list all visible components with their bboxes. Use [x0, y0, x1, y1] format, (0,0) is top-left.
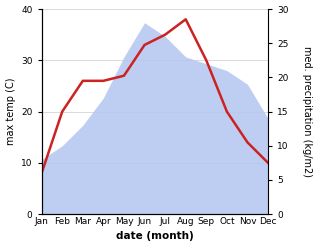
- Y-axis label: max temp (C): max temp (C): [5, 78, 16, 145]
- Y-axis label: med. precipitation (kg/m2): med. precipitation (kg/m2): [302, 46, 313, 177]
- X-axis label: date (month): date (month): [116, 231, 194, 242]
